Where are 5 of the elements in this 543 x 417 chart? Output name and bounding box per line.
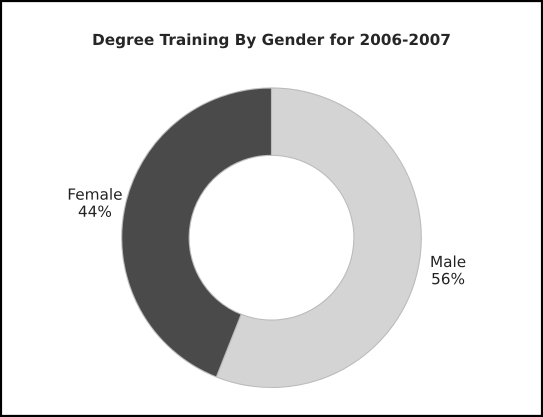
chart-title: Degree Training By Gender for 2006-2007 bbox=[93, 33, 450, 48]
slice-label: Female bbox=[68, 188, 122, 200]
data-label: 44% bbox=[78, 205, 112, 217]
slice-label: Male bbox=[431, 255, 466, 268]
data-label: 56% bbox=[432, 272, 464, 284]
